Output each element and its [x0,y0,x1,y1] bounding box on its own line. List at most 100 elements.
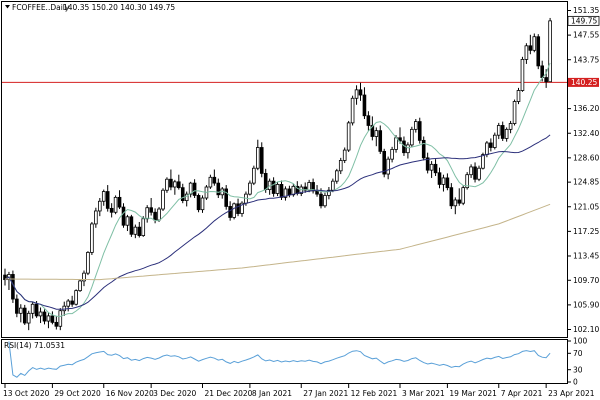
candle-body-down [22,307,27,324]
candle-body-up [240,202,244,214]
candle-body-down [358,89,363,96]
candle-body-up [374,130,379,137]
candle-body-up [58,310,63,327]
candle [449,183,454,210]
candle-body-down [303,186,307,191]
candle [433,159,438,176]
candle [232,202,236,220]
rsi-tick-label: 0 [573,378,578,387]
candle [58,308,63,331]
candle [137,221,142,238]
candle-body-up [299,186,304,194]
candle-body-up [469,166,473,176]
candle-body-down [180,187,185,202]
price-tick-label: 109.70 [573,276,599,285]
candle [338,157,343,175]
time-tick-label: 7 Apr 2021 [501,389,543,398]
candle [469,164,473,178]
candle-body-down [382,150,386,175]
candle [255,139,260,171]
candle-body-up [30,303,35,314]
candle-body-down [192,182,197,196]
candle [271,177,276,197]
symbol-dropdown-icon[interactable] [5,5,10,9]
time-tick-label: 8 Jan 2021 [252,389,292,398]
time-tick-label: 19 Mar 2021 [449,389,497,398]
candle-body-up [125,216,130,226]
price-tick-label: 147.55 [573,31,599,40]
candle [248,180,252,196]
candle-body-down [50,315,55,323]
candle-body-up [410,128,414,146]
candle-body-up [252,167,256,184]
candle-body-up [413,121,418,130]
candle [46,312,51,329]
candle [176,174,181,190]
candle [512,99,517,126]
candle-body-up [18,307,23,314]
candle-body-up [165,178,169,191]
candle-body-down [417,121,422,141]
candle-body-down [378,130,383,152]
candle [141,216,146,237]
time-tick-label: 23 Apr 2021 [548,389,595,398]
candle-body-down [109,207,114,213]
candle-body-up [334,170,339,182]
candle-body-down [42,311,47,322]
candle [22,304,27,325]
candle-body-up [113,196,118,213]
candle-body-up [78,280,82,292]
candle [524,43,529,64]
candle [346,120,351,153]
candle [30,301,35,319]
candle-body-up [46,315,51,322]
candle-body-up [232,203,236,218]
candle-body-down [196,195,201,211]
candle [437,167,442,189]
candle [169,169,173,191]
candle [145,205,150,223]
candle [496,122,501,140]
candle-body-down [15,298,19,314]
candle-body-up [441,177,446,185]
candle-body-down [212,176,217,184]
candle [334,168,339,184]
candlestick-series [3,17,552,331]
candle-body-up [496,125,501,136]
candle-body-up [208,176,213,188]
rsi-label: RSI(14) 71.0531 [4,341,65,350]
candle [224,185,229,210]
candle [532,33,537,53]
candle-body-down [3,274,7,281]
price-tick-label: 102.10 [573,325,599,334]
candle-body-down [449,187,454,207]
candle-body-up [394,137,398,150]
price-tick-label: 124.85 [573,178,599,187]
candle-body-up [141,218,146,236]
candle-body-down [540,65,544,78]
candle [82,270,86,287]
candle [425,152,430,174]
candle [516,87,521,105]
candle [354,85,359,105]
candle-body-down [287,188,292,196]
candle [410,126,414,148]
candle [489,138,493,152]
chart-title: FCOFFEE..Daily 140.35 150.20 140.30 149.… [5,3,175,12]
horizontal-level-line[interactable]: 140.25 [2,77,599,87]
candle [208,174,213,189]
candle-body-down [489,142,493,148]
price-pane-frame [1,1,568,338]
candle [105,185,110,212]
candle [342,147,347,164]
candle-body-down [117,196,122,208]
candle-body-up [66,300,71,307]
candle [299,184,304,197]
candle-body-up [406,144,410,154]
candle [303,182,307,193]
candle [508,120,513,134]
candle [504,127,509,142]
candle-body-down [279,184,284,198]
rsi-tick-label: 70 [573,349,583,358]
